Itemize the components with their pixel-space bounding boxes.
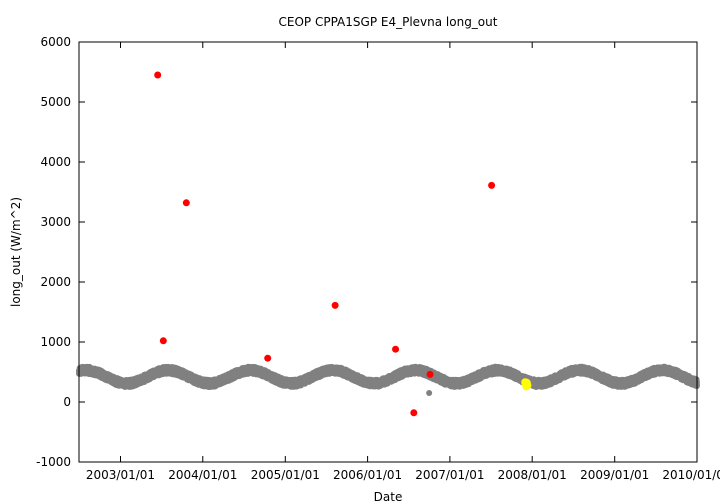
chart-title: CEOP CPPA1SGP E4_Plevna long_out	[279, 15, 498, 29]
normal-data-layer	[76, 363, 700, 396]
